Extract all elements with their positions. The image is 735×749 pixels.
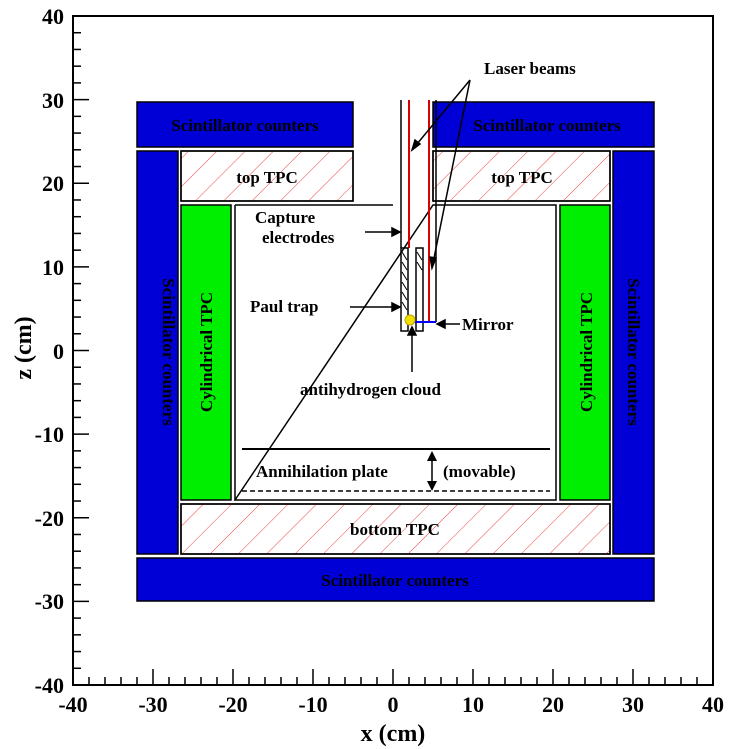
movable-label: (movable) xyxy=(443,462,516,481)
capture-electrode-left xyxy=(400,247,409,332)
y-axis-title: z (cm) xyxy=(11,316,37,379)
y-tick-label: -20 xyxy=(35,506,64,531)
antihydrogen-cloud-icon xyxy=(404,314,416,326)
y-tick-label: 20 xyxy=(42,171,64,196)
scintillator-right-label: Scintillator counters xyxy=(624,278,643,426)
electrode-hatch xyxy=(416,261,423,271)
cylindrical-tpc-right-label: Cylindrical TPC xyxy=(577,292,596,412)
y-tick-label: 40 xyxy=(42,4,64,29)
arrowhead xyxy=(391,301,402,313)
top-tpc-right xyxy=(432,150,611,202)
scintillator-counters: Scintillator counters Scintillator count… xyxy=(136,101,655,602)
capture-label-line1: Capture xyxy=(255,208,316,227)
scintillator-bottom xyxy=(136,557,655,602)
electrode-hatch xyxy=(401,301,408,311)
x-tick-label: -40 xyxy=(58,692,87,717)
arrowhead xyxy=(435,318,446,330)
y-tick-label: 0 xyxy=(53,339,64,364)
x-tick-label: 40 xyxy=(702,692,724,717)
bottom-tpc xyxy=(180,503,611,555)
y-tick-label: 30 xyxy=(42,88,64,113)
cylindrical-tpcs: Cylindrical TPC Cylindrical TPC xyxy=(180,204,611,501)
y-tick-label: -40 xyxy=(35,673,64,698)
paul-trap-label: Paul trap xyxy=(250,297,318,316)
scintillator-top-right-label: Scintillator counters xyxy=(473,116,621,135)
x-tick-label: 20 xyxy=(542,692,564,717)
annihilation-plate xyxy=(242,448,550,492)
scintillator-left xyxy=(136,150,179,555)
capture-label-line2: electrodes xyxy=(262,228,335,247)
y-tick-label: -10 xyxy=(35,422,64,447)
x-tick-label: -20 xyxy=(218,692,247,717)
x-tick-label: -30 xyxy=(138,692,167,717)
y-tick-labels: 40 30 20 10 0 -10 -20 -30 -40 xyxy=(35,4,64,698)
axis-ticks xyxy=(72,15,714,686)
scintillator-left-label: Scintillator counters xyxy=(159,278,178,426)
antihydrogen-label: antihydrogen cloud xyxy=(300,380,441,399)
annihilation-plate-label: Annihilation plate xyxy=(256,462,388,481)
x-tick-label: 10 xyxy=(462,692,484,717)
cylindrical-tpc-right xyxy=(559,204,611,501)
trap-assembly xyxy=(400,100,437,332)
laser-arrow-1 xyxy=(411,79,471,151)
electrode-hatch xyxy=(416,251,423,261)
electrode-hatch xyxy=(401,291,408,301)
electrode-hatch xyxy=(401,251,408,261)
x-tick-label: -10 xyxy=(298,692,327,717)
arrowhead xyxy=(427,451,437,461)
top-tpc-left-label: top TPC xyxy=(236,168,298,187)
cylindrical-tpc-left xyxy=(180,204,232,501)
scintillator-top-left-label: Scintillator counters xyxy=(171,116,319,135)
y-tick-label: -30 xyxy=(35,589,64,614)
capture-electrode-right xyxy=(415,247,424,332)
arrowhead xyxy=(410,138,422,152)
x-axis-title: x (cm) xyxy=(361,721,426,747)
bottom-tpc-label: bottom TPC xyxy=(350,520,440,539)
x-tick-label: 0 xyxy=(388,692,399,717)
arrowhead xyxy=(406,325,418,336)
top-tpc-left xyxy=(180,150,354,202)
laser-arrow-2 xyxy=(431,79,471,269)
top-tpc-right-label: top TPC xyxy=(491,168,553,187)
electrode-hatch xyxy=(401,281,408,291)
x-tick-label: 30 xyxy=(622,692,644,717)
hatched-tpcs: top TPC top TPC bottom TPC xyxy=(180,150,611,555)
laser-beams-label: Laser beams xyxy=(484,59,576,78)
x-tick-labels: -40 -30 -20 -10 0 10 20 30 40 xyxy=(58,692,724,717)
electrode-hatch xyxy=(401,271,408,281)
arrowhead xyxy=(391,226,402,238)
cylindrical-tpc-left-label: Cylindrical TPC xyxy=(197,292,216,412)
electrode-hatch xyxy=(401,261,408,271)
scintillator-right xyxy=(612,150,655,555)
inner-chamber-outline xyxy=(233,204,557,501)
y-tick-label: 10 xyxy=(42,255,64,280)
scintillator-bottom-label: Scintillator counters xyxy=(321,571,469,590)
scintillator-top-left xyxy=(136,101,354,148)
arrowhead xyxy=(427,481,437,491)
mirror-label: Mirror xyxy=(462,315,514,334)
annotation-arrows xyxy=(350,79,471,372)
arrowhead xyxy=(429,256,438,271)
